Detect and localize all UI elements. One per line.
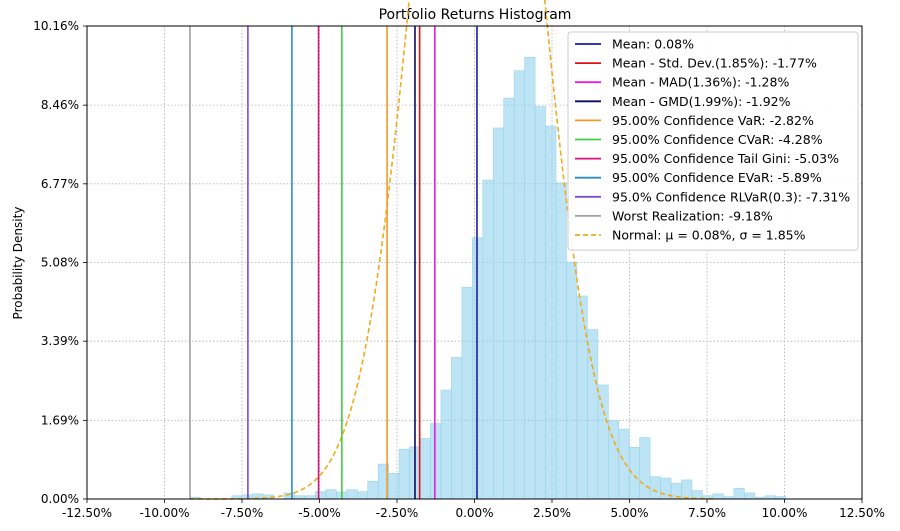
histogram-bar [513, 70, 525, 500]
histogram-bar [534, 106, 546, 500]
histogram-bar [587, 329, 599, 500]
x-tick-label: -5.00% [298, 506, 340, 520]
x-tick-label: -7.50% [221, 506, 263, 520]
x-tick-label: 12.50% [839, 506, 885, 520]
histogram-bar [545, 125, 557, 500]
histogram-bar [649, 476, 661, 500]
legend-label: 95.00% Confidence CVaR: -4.28% [612, 132, 823, 147]
histogram-bar [681, 479, 693, 500]
y-tick-label: 6.77% [41, 177, 79, 191]
y-tick-label: 10.16% [33, 19, 79, 33]
histogram-bar [325, 489, 337, 500]
x-axis-ticks: -12.50% -10.00% -7.50% -5.00% -2.50% 0.00% 2.5… [62, 499, 885, 520]
histogram-bar [566, 261, 578, 500]
histogram-bar [482, 179, 494, 500]
histogram-bar [618, 428, 630, 500]
histogram-bar [367, 481, 379, 500]
histogram-bar [440, 389, 452, 500]
x-tick-label: 5.00% [610, 506, 648, 520]
histogram-bar [346, 489, 358, 500]
histogram-bar [743, 492, 756, 500]
histogram-bar [388, 473, 400, 500]
legend-box [567, 31, 859, 251]
y-tick-label: 8.46% [41, 98, 79, 112]
x-tick-label: -12.50% [62, 506, 112, 520]
y-tick-label: 0.00% [41, 492, 79, 506]
histogram-bar [419, 438, 431, 500]
x-tick-label: -2.50% [376, 506, 418, 520]
histogram-bar [555, 182, 567, 500]
y-tick-label: 5.08% [41, 256, 79, 270]
histogram-bar [315, 491, 327, 500]
histogram-bar [356, 491, 369, 500]
histogram-bars [189, 56, 787, 500]
risk-measure-lines [189, 26, 478, 499]
y-tick-label: 3.39% [41, 334, 79, 348]
histogram-bar [503, 97, 515, 500]
histogram-bar [639, 437, 651, 500]
histogram-bar [576, 295, 588, 500]
legend: Mean: 0.08% Mean - Std. Dev.(1.85%): -1.7… [567, 31, 859, 251]
legend-label: Mean - MAD(1.36%): -1.28% [612, 75, 789, 90]
x-tick-label: 0.00% [455, 506, 493, 520]
legend-label: Mean - GMD(1.99%): -1.92% [612, 94, 791, 109]
legend-label: Mean - Std. Dev.(1.85%): -1.77% [612, 56, 817, 71]
histogram-bar [398, 448, 410, 500]
histogram-bar [461, 286, 473, 500]
y-axis-label: Probability Density [11, 207, 25, 320]
x-tick-label: 7.50% [688, 506, 726, 520]
histogram-bar [524, 56, 536, 500]
legend-label: Mean: 0.08% [612, 37, 694, 52]
histogram-bar [628, 447, 640, 500]
legend-label: 95.00% Confidence VaR: -2.82% [612, 113, 814, 128]
histogram-bar [430, 423, 442, 500]
histogram-bar [597, 384, 609, 500]
histogram-bar [451, 357, 463, 500]
legend-label: Worst Realization: -9.18% [612, 208, 773, 223]
legend-label: Normal: μ = 0.08%, σ = 1.85% [612, 228, 806, 243]
x-tick-label: -10.00% [139, 506, 189, 520]
histogram-bar [492, 127, 505, 500]
x-tick-label: 2.50% [533, 506, 571, 520]
legend-label: 95.00% Confidence Tail Gini: -5.03% [612, 151, 839, 166]
histogram-bar [607, 420, 620, 500]
legend-label: 95.00% Confidence EVaR: -5.89% [612, 170, 822, 185]
y-axis-ticks: 0.00% 1.69% 3.39% 5.08% 6.77% 8.46% 10.16% [33, 19, 87, 506]
legend-label: 95.0% Confidence RLVaR(0.3): -7.31% [612, 189, 850, 204]
histogram-bar [712, 493, 724, 500]
y-tick-label: 1.69% [41, 413, 79, 427]
histogram-bar [733, 487, 745, 500]
chart-title: Portfolio Returns Histogram [379, 7, 572, 23]
x-tick-label: 10.00% [762, 506, 808, 520]
